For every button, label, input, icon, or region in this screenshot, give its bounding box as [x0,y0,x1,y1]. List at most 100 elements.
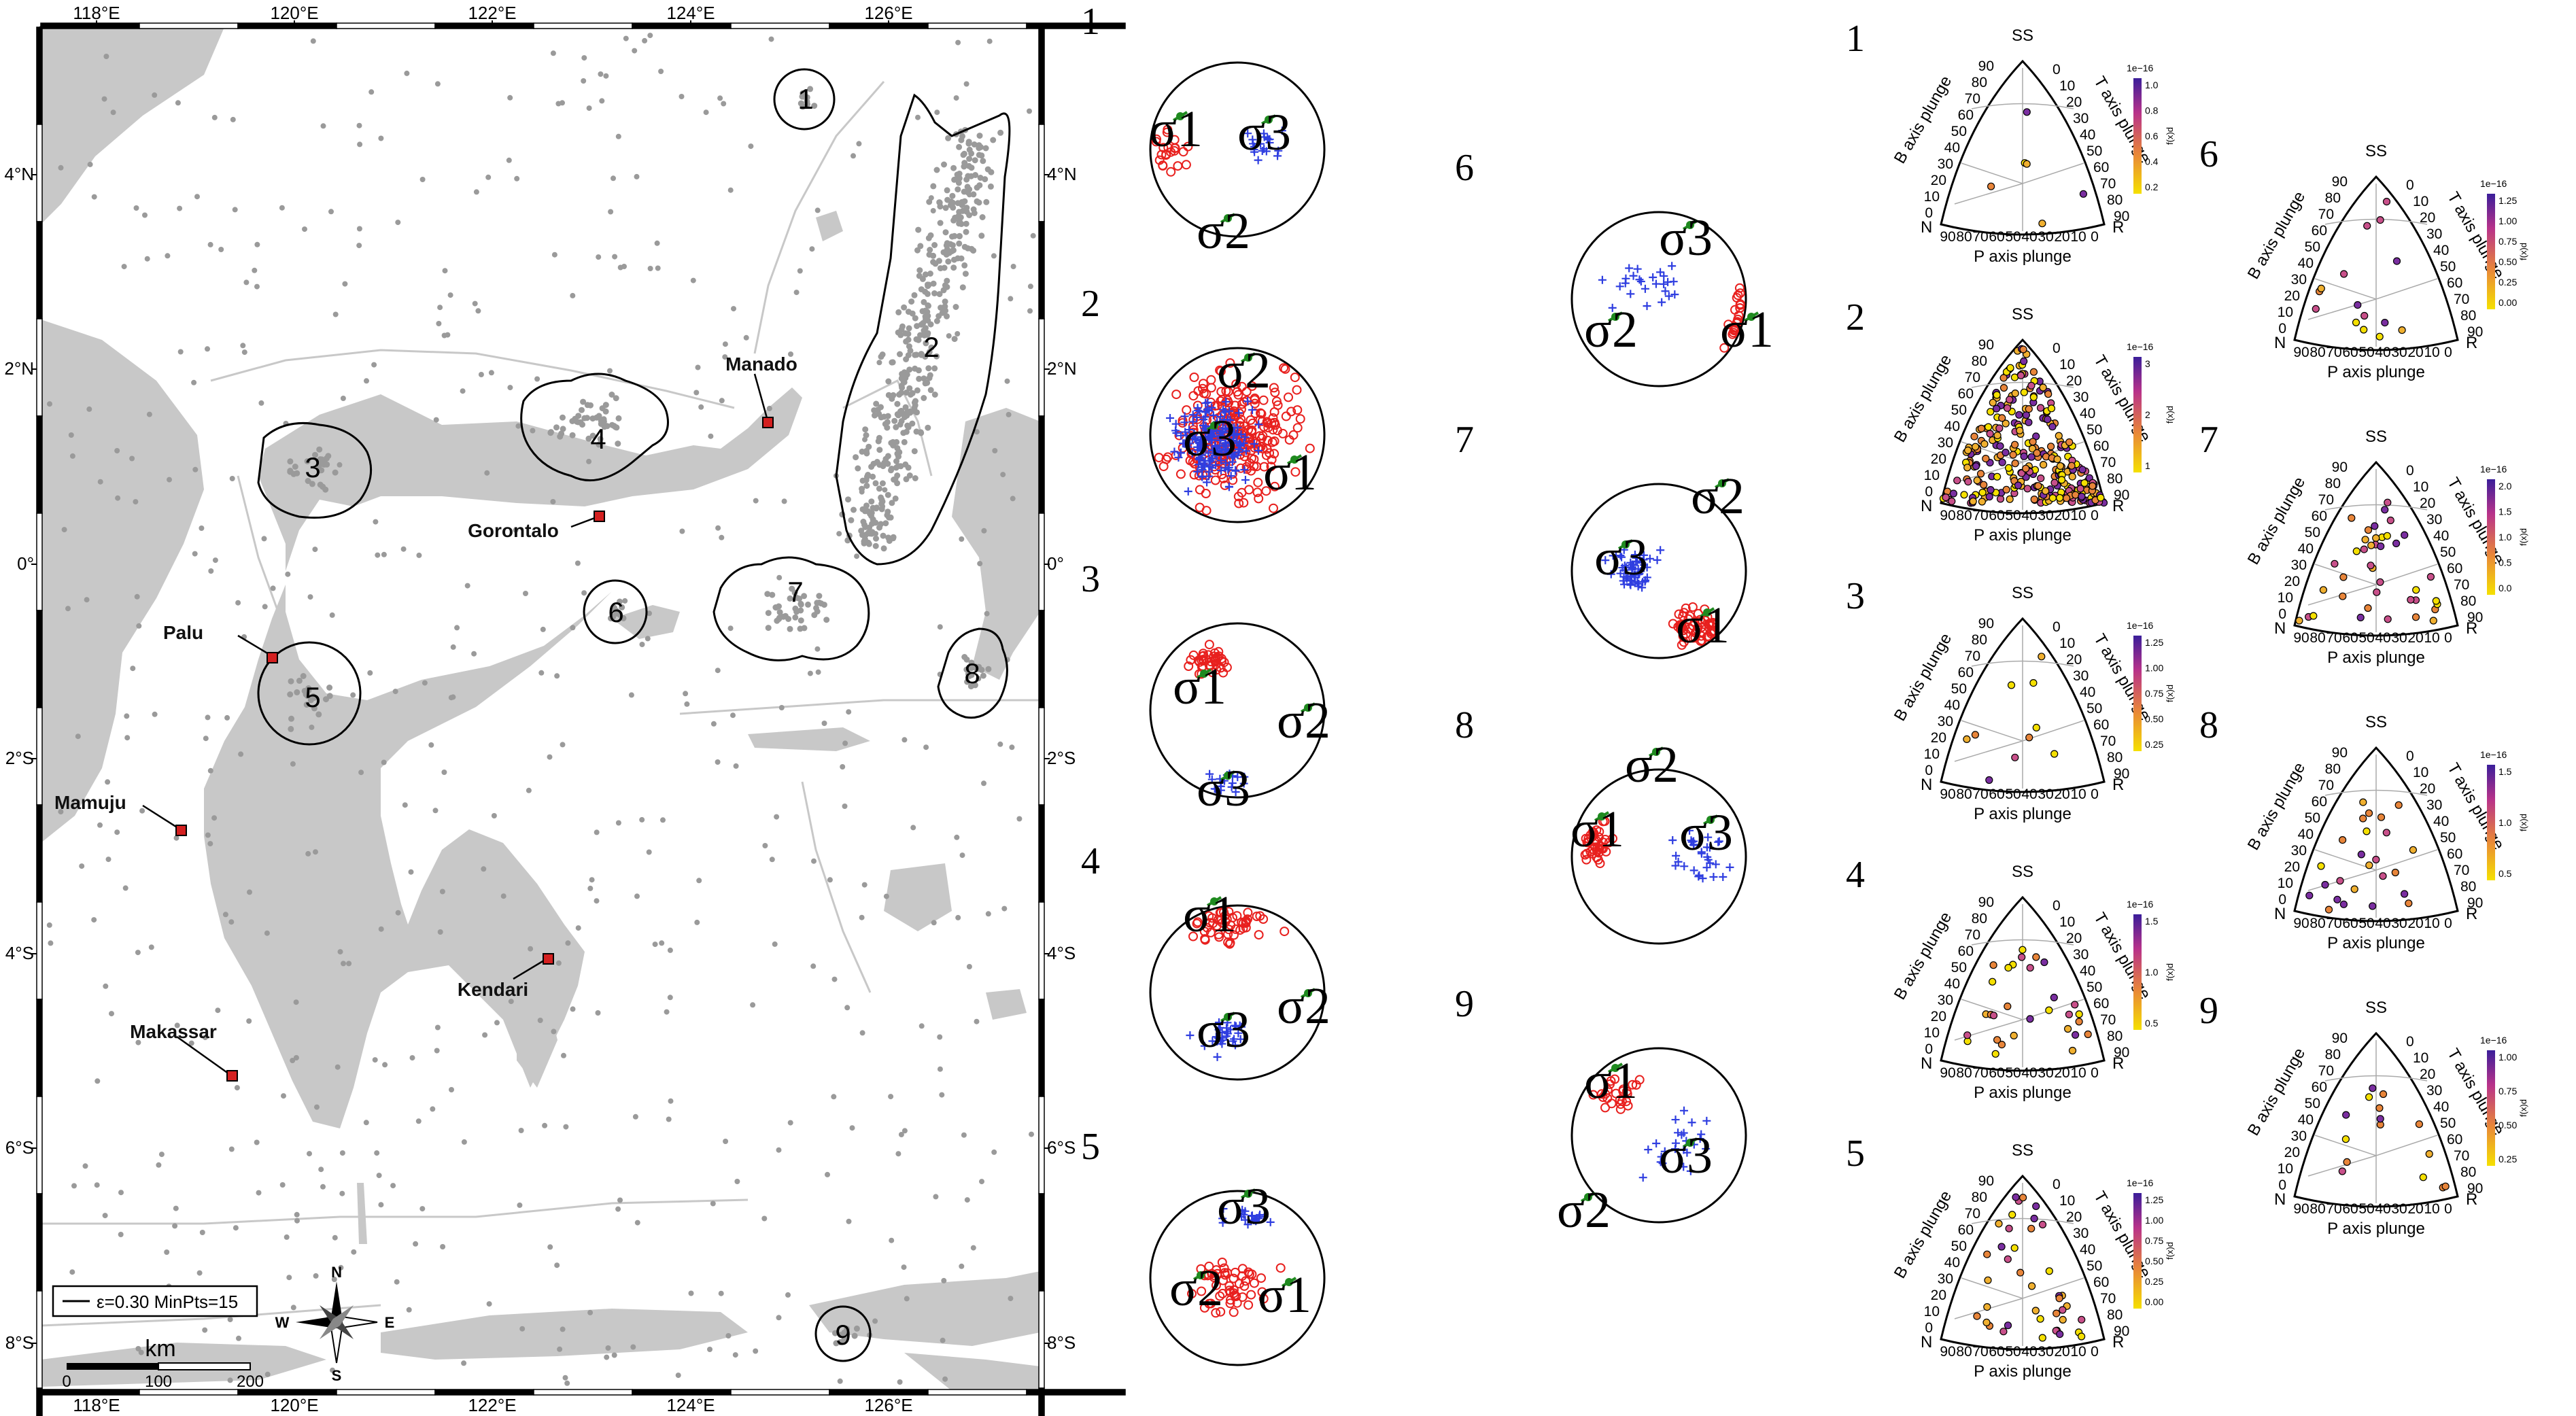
event-dot [294,1211,300,1218]
event-dot [910,825,916,831]
t-axis-mark [1239,438,1248,447]
event-dot [959,852,965,859]
ternary-tick: 60 [1958,944,1974,959]
event-dot [436,321,442,326]
ternary-point [2331,559,2339,568]
event-dot [885,491,891,498]
ternary-tick: 10 [2070,1065,2086,1081]
colorbar-exponent: 1e−16 [2127,899,2154,910]
event-dot [950,165,957,171]
event-dot [602,408,609,415]
ternary-point [2032,953,2040,961]
event-dot [358,770,364,776]
event-dot [68,432,74,438]
ternary-tick: 90 [1940,1344,1955,1360]
ternary-point [2027,1224,2036,1232]
colorbar-tick: 0.5 [2498,868,2512,879]
event-dot [965,139,972,145]
ternary-tick: 30 [1938,714,1953,729]
event-dot [679,94,685,99]
ternary-tick: 80 [2460,593,2476,609]
event-dot [580,398,587,405]
event-dot [415,1118,422,1124]
event-dot [766,405,772,411]
stereonet-label: 5 [1081,1126,1100,1168]
p-axis-mark [1270,387,1280,398]
ternary-tick: 20 [2284,859,2300,875]
ternary-tick: 0 [2406,463,2414,479]
ternary-point [2398,326,2406,334]
event-dot [293,999,299,1005]
ternary-tick: 60 [2093,1275,2109,1290]
t-axis-mark [1184,487,1192,496]
ternary-point [2015,411,2023,419]
event-dot [173,1205,179,1211]
event-dot [158,1152,165,1158]
event-dot [538,670,545,676]
ternary-n-label: N [1921,497,1932,515]
event-dot [658,69,664,74]
event-dot [587,885,594,891]
ternary-tick: 50 [2086,980,2102,995]
event-dot [901,1264,907,1271]
p-axis-mark [1269,503,1278,513]
event-dot [882,520,889,527]
p-axis-mark [1156,150,1167,160]
event-dot [371,362,377,368]
cluster-outline-3 [257,422,373,519]
sigma-dot [1285,1278,1293,1286]
event-dot [382,1062,388,1068]
sigma-label-s1: σ1 [1720,301,1774,358]
ternary-point [2068,472,2076,481]
ternary-tick: 50 [2086,422,2102,438]
event-dot [951,176,958,183]
ternary-point [1989,961,1997,969]
ternary-tick: 40 [1944,140,1960,156]
ternary-tick: 60 [2312,1080,2327,1095]
p-axis-mark [1265,448,1275,458]
event-dot [599,98,605,104]
t-axis-mark [1213,1037,1222,1046]
ternary-point [2342,1111,2350,1119]
event-dot [793,290,800,296]
event-dot [900,377,907,383]
ternary-tick: 20 [2054,787,2070,802]
ternary-tick: 20 [2420,496,2435,511]
t-axis-mark [1240,772,1249,781]
frame-band [139,1389,239,1396]
sigma-dot [1244,1190,1252,1198]
ternary-tick: 70 [1972,1344,1988,1360]
event-dot [1000,472,1006,478]
ternary-tick: 30 [2073,111,2089,126]
event-dot [428,742,434,748]
event-dot [305,685,312,691]
t-axis-mark [1241,433,1250,442]
t-axis-mark [1180,418,1189,427]
talaud-islands [816,211,843,241]
ternary-point [2333,895,2341,903]
event-dot [814,207,821,213]
event-dot [708,433,714,439]
p-axis-mark [1263,418,1273,428]
ternary-tick: 40 [1944,419,1960,434]
ternary-tick: 90 [1940,508,1955,523]
colorbar-label: f(x)d [2165,127,2175,145]
event-dot [534,376,540,382]
ternary-point [2360,545,2368,553]
event-dot [646,849,652,855]
event-dot [133,499,139,505]
frame-band [1038,901,1045,1000]
p-axis-mark [1258,1294,1269,1304]
ternary-tick: 10 [2070,1344,2086,1360]
lon-bottom-118: 118°E [73,1395,120,1415]
ternary-tick: 90 [2114,1324,2129,1339]
event-dot [596,254,602,260]
event-dot [792,605,799,612]
event-dot [288,715,294,722]
frame-band [927,1389,1027,1396]
ternary-tick: 70 [2454,292,2469,307]
event-dot [925,281,932,288]
p-axis-mark [1210,475,1220,485]
ternary-point [2369,1084,2377,1092]
colorbar-tick: 0.2 [2145,182,2159,192]
